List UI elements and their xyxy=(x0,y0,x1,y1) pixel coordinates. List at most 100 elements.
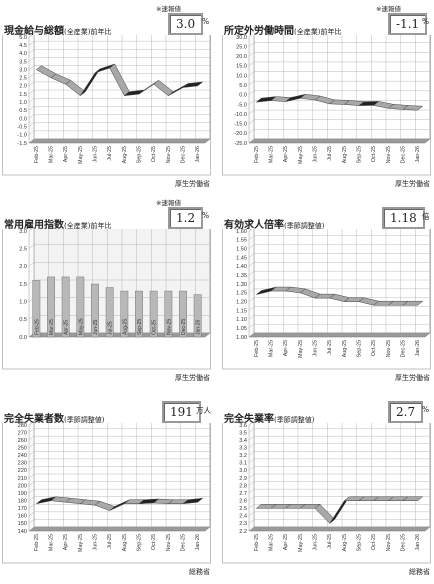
y-tick-label: 2.5 xyxy=(19,246,27,252)
y-tick-label: 0.0 xyxy=(19,335,27,341)
y-tick-label: 3.0 xyxy=(19,229,27,235)
y-tick-label: 1.00 xyxy=(236,335,247,341)
y-tick-label: -1.5 xyxy=(17,141,27,147)
y-tick-label: 1.60 xyxy=(236,229,247,235)
bar xyxy=(32,280,41,338)
preliminary-note: ※速報値 xyxy=(156,199,181,207)
bar xyxy=(164,290,173,338)
bar xyxy=(135,290,143,338)
x-tick-label: Oct-25 xyxy=(371,340,377,356)
x-tick-label: Dec-25 xyxy=(181,534,187,551)
y-tick-label: 250 xyxy=(18,446,27,452)
bar-inner-label: Jul-25 xyxy=(108,321,114,335)
y-tick-label: 3.5 xyxy=(239,430,247,436)
y-tick-label: 3.2 xyxy=(239,453,247,459)
x-tick-label: Jul-25 xyxy=(327,340,333,355)
chart-frame xyxy=(2,35,211,176)
y-tick-label: -15.0 xyxy=(234,122,247,128)
y-tick-label: 150 xyxy=(18,521,27,527)
chart-frame xyxy=(2,423,211,564)
title-main: 所定外労働時間 xyxy=(224,26,294,37)
x-tick-label: Aug-25 xyxy=(342,534,348,551)
x-tick-label: Jan-26 xyxy=(415,146,421,162)
y-tick-label: 170 xyxy=(18,506,27,512)
chart-overtime-hours: -25.0 -20.0 -15.0 -10.0 -5.0 0.0 5.0 10.0 15.0 20… xyxy=(222,35,431,176)
line-segment xyxy=(402,105,424,111)
x-tick-label: Dec-25 xyxy=(401,340,407,357)
x-tick-label: Jan-26 xyxy=(415,340,421,356)
bar xyxy=(179,290,187,338)
bar-inner-label: Nov-25 xyxy=(166,319,172,335)
panel-title: 現金給与総額(全産業)前年比 xyxy=(4,22,111,37)
chart-frame xyxy=(2,229,211,370)
x-tick-label: Nov-25 xyxy=(386,534,392,551)
bar xyxy=(47,276,55,338)
bar-inner-label: Feb-25 xyxy=(34,319,40,335)
x-tick-label: Feb-25 xyxy=(254,534,260,551)
x-tick-label: Nov-25 xyxy=(386,340,392,357)
panel-unemployment-rate: 完全失業率(季節調整値) 2.7 % 2.2 2.3 2.4 2.5 2.6 2.7 2.8… xyxy=(222,391,432,581)
bar-inner-label: Aug-25 xyxy=(122,319,128,335)
x-tick-label: Nov-25 xyxy=(166,146,172,163)
y-tick-label: 30.0 xyxy=(236,35,247,41)
y-tick-label: 160 xyxy=(18,514,27,520)
chart-unemployment-rate: 2.2 2.32.4 2.52.6 2.7 2.82.9 3.03.1 3.23.3 3.4 3… xyxy=(222,423,431,564)
chart-frame xyxy=(222,35,431,176)
y-tick-label: 1.20 xyxy=(236,299,247,305)
line-segment xyxy=(182,81,204,88)
chart-side-wall xyxy=(248,35,255,144)
x-tick-label: Feb-25 xyxy=(34,534,40,551)
y-tick-label: 260 xyxy=(18,438,27,444)
title-main: 完全失業者数 xyxy=(4,414,64,425)
title-main: 常用雇用指数 xyxy=(4,220,64,231)
panel-job-openings-ratio: 有効求人倍率(季節調整値) 1.18 倍 1.00 1.05 1.10 1.15 1.2… xyxy=(222,197,432,387)
bar-inner-label: Dec-25 xyxy=(181,319,187,335)
y-tick-label: 4.5 xyxy=(19,43,27,49)
y-tick-label: 25.0 xyxy=(236,44,247,50)
x-tick-label: May-25 xyxy=(78,534,84,552)
y-tick-label: 2.6 xyxy=(239,499,247,505)
bar-inner-label: Sep-25 xyxy=(137,319,143,335)
x-tick-label: Apr-25 xyxy=(283,146,289,162)
y-tick-label: 280 xyxy=(18,423,27,429)
x-tick-label: Apr-25 xyxy=(63,146,69,162)
y-tick-label: 5.0 xyxy=(239,83,247,89)
chart-side-wall xyxy=(248,423,255,532)
bar xyxy=(91,283,99,338)
x-tick-label: Jan-26 xyxy=(195,534,201,550)
x-tick-label: Dec-25 xyxy=(401,534,407,551)
x-tick-label: Jul-25 xyxy=(107,146,113,161)
bar-inner-label: Oct-25 xyxy=(152,320,158,335)
source-label: 総務省 xyxy=(409,568,430,576)
y-tick-label: 1.15 xyxy=(236,308,247,314)
y-tick-label: 200 xyxy=(18,483,27,489)
y-tick-label: 1.25 xyxy=(236,291,247,297)
value-unit: 倍 xyxy=(422,212,430,221)
bar xyxy=(193,294,202,338)
panel-title: 有効求人倍率(季節調整値) xyxy=(224,216,324,231)
x-tick-label: Mar-25 xyxy=(269,534,275,551)
y-tick-label: 1.30 xyxy=(236,282,247,288)
panel-unemployed-persons: 完全失業者数(季節調整値) 191 万人 140 150 160 170 180 190 2… xyxy=(2,391,212,581)
bar-inner-label: Jan-26 xyxy=(196,319,202,335)
chart-job-openings-ratio: 1.00 1.05 1.10 1.15 1.20 1.25 1.30 1.35 1.40 1.45… xyxy=(222,229,431,370)
source-label: 厚生労働省 xyxy=(395,374,430,382)
title-sub: (全産業)前年比 xyxy=(64,28,112,36)
x-tick-label: Nov-25 xyxy=(386,146,392,163)
x-tick-label: May-25 xyxy=(78,146,84,164)
y-tick-label: 1.35 xyxy=(236,273,247,279)
preliminary-note: ※速報値 xyxy=(156,5,181,13)
line-segment xyxy=(402,496,424,501)
x-tick-label: Sep-25 xyxy=(357,534,363,551)
x-tick-label: Feb-25 xyxy=(254,340,260,357)
x-tick-label: Mar-25 xyxy=(49,534,55,551)
x-tick-label: Feb-25 xyxy=(34,146,40,163)
line-segment xyxy=(182,497,204,505)
chart-wage-growth: -1.5 -1.0 -0.5 0.0 0.5 1.0 1.5 2.0 2.5 3.0 3.5 4.0 4… xyxy=(2,35,211,176)
bar-inner-label: Mar-25 xyxy=(49,319,55,335)
x-tick-label: Oct-25 xyxy=(151,534,157,550)
y-tick-label: 180 xyxy=(18,499,27,505)
x-tick-label: Jun-25 xyxy=(313,340,319,356)
y-tick-label: 230 xyxy=(18,461,27,467)
